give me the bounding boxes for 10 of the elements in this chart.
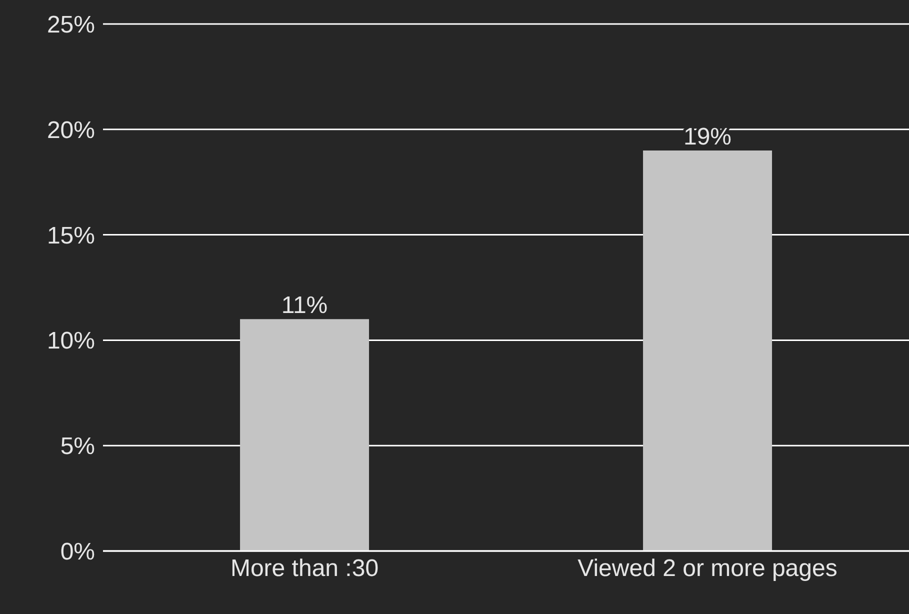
y-tick-label: 0% — [60, 538, 95, 566]
y-tick-label: 5% — [60, 433, 95, 460]
data-label: 19% — [683, 123, 732, 150]
y-tick-label: 20% — [46, 116, 95, 144]
data-label: 11% — [281, 292, 328, 320]
x-tick-label: Viewed 2 or more pages — [578, 555, 838, 582]
x-tick-label: More than :30 — [230, 555, 379, 582]
y-tick-label: 10% — [46, 328, 95, 355]
y-tick-label: 15% — [46, 222, 95, 250]
y-tick-label: 25% — [46, 12, 95, 39]
